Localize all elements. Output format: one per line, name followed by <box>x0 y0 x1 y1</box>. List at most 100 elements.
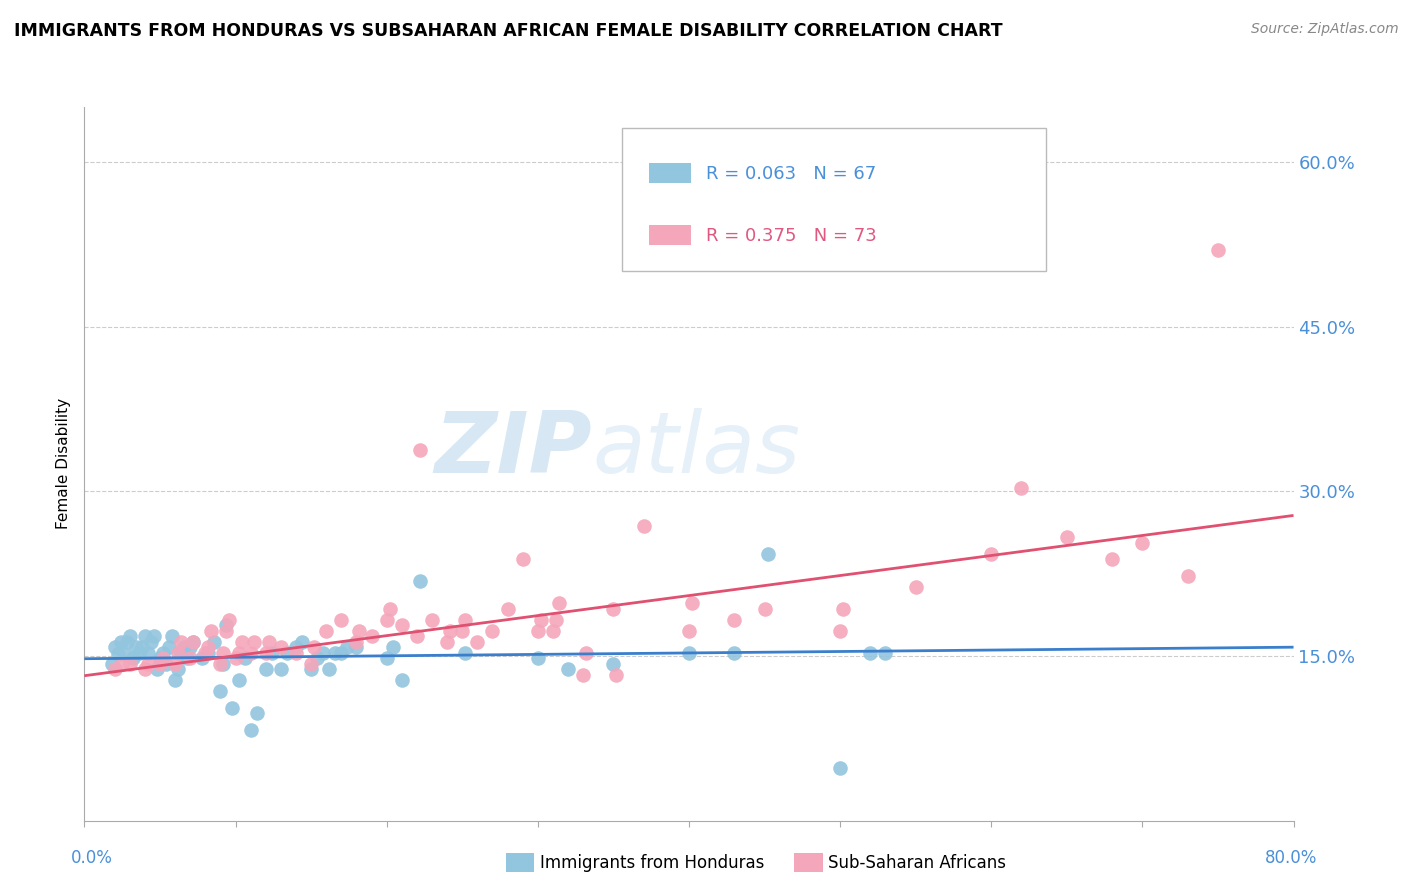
Point <box>111 657 134 671</box>
Point <box>1177 569 1199 583</box>
Point <box>346 640 368 655</box>
Point <box>605 667 627 681</box>
Point <box>146 662 169 676</box>
Point <box>557 662 579 676</box>
Point <box>633 519 655 533</box>
Point <box>139 634 162 648</box>
Point <box>346 634 368 648</box>
Point <box>330 646 353 660</box>
Point <box>436 634 458 648</box>
Point <box>239 646 262 660</box>
Point <box>118 657 141 671</box>
Point <box>678 624 700 638</box>
Point <box>285 640 308 655</box>
Point <box>875 646 897 660</box>
Point <box>131 640 153 655</box>
Point <box>439 624 461 638</box>
Point <box>859 646 882 660</box>
Point <box>544 613 567 627</box>
Text: R = 0.063   N = 67: R = 0.063 N = 67 <box>706 165 876 183</box>
Point <box>212 646 235 660</box>
Text: IMMIGRANTS FROM HONDURAS VS SUBSAHARAN AFRICAN FEMALE DISABILITY CORRELATION CHA: IMMIGRANTS FROM HONDURAS VS SUBSAHARAN A… <box>14 22 1002 40</box>
Point <box>239 723 262 737</box>
Point <box>451 624 474 638</box>
Point <box>128 646 150 660</box>
Point <box>152 651 174 665</box>
Point <box>1101 552 1123 566</box>
FancyBboxPatch shape <box>650 163 692 183</box>
Point <box>136 657 159 671</box>
Point <box>246 706 269 720</box>
Point <box>165 673 187 687</box>
Point <box>165 657 187 671</box>
Point <box>1206 243 1229 257</box>
Point <box>160 629 183 643</box>
Point <box>200 624 222 638</box>
FancyBboxPatch shape <box>623 128 1046 271</box>
Point <box>209 684 232 698</box>
Point <box>181 634 204 648</box>
Point <box>830 761 852 775</box>
Y-axis label: Female Disability: Female Disability <box>56 398 72 530</box>
Point <box>179 651 201 665</box>
Point <box>197 646 219 660</box>
Point <box>118 629 141 643</box>
Point <box>360 629 382 643</box>
Point <box>254 662 277 676</box>
Point <box>170 646 193 660</box>
Point <box>179 640 201 655</box>
Point <box>167 646 190 660</box>
Point <box>270 640 292 655</box>
Point <box>723 613 745 627</box>
Point <box>527 651 550 665</box>
Point <box>980 547 1002 561</box>
Point <box>157 640 180 655</box>
Point <box>149 651 172 665</box>
Point <box>391 673 413 687</box>
Point <box>832 601 855 615</box>
Point <box>299 662 322 676</box>
Point <box>299 657 322 671</box>
Point <box>215 624 238 638</box>
Point <box>512 552 534 566</box>
Point <box>218 613 240 627</box>
Point <box>115 634 138 648</box>
Point <box>496 601 519 615</box>
Point <box>602 601 624 615</box>
Point <box>572 667 595 681</box>
Point <box>242 634 264 648</box>
Point <box>678 646 700 660</box>
Point <box>173 640 195 655</box>
Point <box>375 613 398 627</box>
Point <box>541 624 564 638</box>
Point <box>312 646 335 660</box>
Point <box>209 657 232 671</box>
Point <box>104 662 127 676</box>
Point <box>1056 530 1078 544</box>
Point <box>454 613 477 627</box>
Text: 80.0%: 80.0% <box>1264 849 1317 867</box>
Text: ZIP: ZIP <box>434 408 592 491</box>
Point <box>212 657 235 671</box>
Point <box>260 646 283 660</box>
Point <box>681 596 703 610</box>
Point <box>112 647 135 661</box>
Point <box>257 634 280 648</box>
FancyBboxPatch shape <box>650 225 692 244</box>
Point <box>202 634 225 648</box>
Point <box>548 596 571 610</box>
Text: atlas: atlas <box>592 408 800 491</box>
Point <box>285 646 308 660</box>
Point <box>104 640 127 655</box>
Point <box>152 646 174 660</box>
Point <box>481 624 503 638</box>
Point <box>100 657 122 671</box>
Point <box>454 646 477 660</box>
Point <box>228 646 250 660</box>
Point <box>134 629 156 643</box>
Point <box>231 634 253 648</box>
Text: Source: ZipAtlas.com: Source: ZipAtlas.com <box>1251 22 1399 37</box>
Text: Immigrants from Honduras: Immigrants from Honduras <box>540 854 765 871</box>
Point <box>381 640 404 655</box>
Point <box>756 547 779 561</box>
